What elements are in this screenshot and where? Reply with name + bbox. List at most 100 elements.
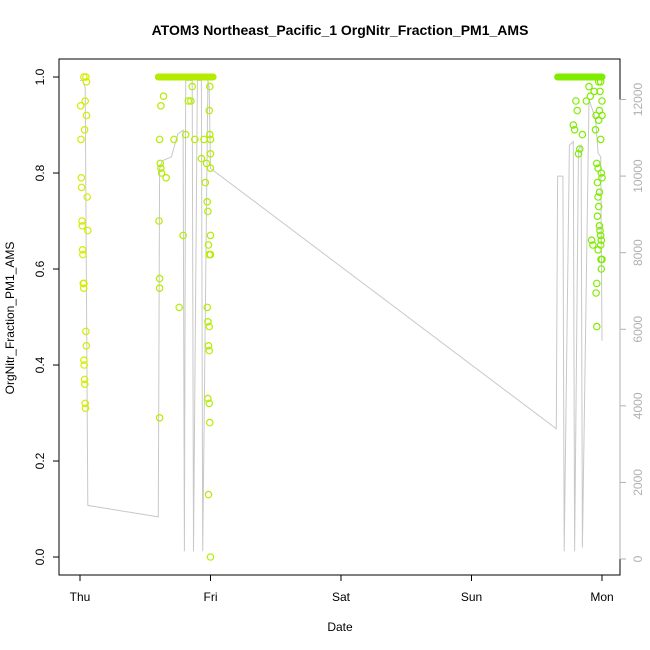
- data-point: [204, 207, 212, 216]
- data-point: [202, 159, 211, 168]
- plot-frame: [58, 58, 621, 576]
- data-point: [179, 231, 187, 240]
- y-axis-right: 0 2000 4000 6000 8000 10000 12000: [619, 82, 645, 562]
- data-point: [83, 193, 92, 201]
- data-point: [597, 236, 606, 245]
- data-point: [77, 183, 86, 192]
- data-point: [79, 250, 87, 259]
- data-point: [585, 82, 593, 91]
- data-point: [162, 174, 170, 182]
- data-point: [573, 106, 582, 115]
- data-point: [191, 135, 199, 144]
- x-tick-label: Mon: [590, 590, 613, 604]
- data-point: [157, 164, 165, 173]
- data-point: [594, 246, 602, 254]
- data-point: [203, 303, 212, 312]
- y-axis-left: 0.0 0.2 0.4 0.6 0.8 1.0: [33, 68, 60, 565]
- chart-title: ATOM3 Northeast_Pacific_1 OrgNitr_Fracti…: [152, 22, 529, 38]
- data-point: [82, 327, 90, 336]
- data-point: [188, 82, 197, 91]
- data-point: [587, 236, 596, 245]
- data-point: [184, 97, 193, 105]
- data-point: [570, 126, 579, 134]
- data-point: [592, 279, 601, 288]
- y-left-tick-label: 0.2: [33, 452, 47, 469]
- data-point: [586, 92, 595, 101]
- points-layer: [76, 73, 606, 561]
- data-point: [575, 145, 584, 153]
- data-point: [155, 413, 164, 422]
- data-point: [157, 169, 166, 177]
- data-point: [203, 198, 212, 206]
- data-point: [206, 82, 214, 91]
- data-point: [155, 284, 164, 293]
- data-point: [204, 317, 212, 326]
- altitude-line: [80, 79, 603, 552]
- data-point: [77, 174, 86, 182]
- data-point: [598, 255, 606, 264]
- x-tick-label: Sat: [332, 590, 351, 604]
- data-point: [205, 322, 214, 331]
- data-point: [574, 150, 583, 158]
- data-point: [201, 178, 210, 187]
- data-point: [594, 78, 603, 86]
- x-tick-label: Sun: [461, 590, 482, 604]
- data-point: [204, 490, 213, 499]
- data-point: [156, 159, 165, 168]
- data-point: [597, 265, 606, 273]
- data-point: [592, 289, 600, 297]
- data-point: [572, 97, 580, 105]
- data-point: [206, 231, 215, 240]
- y-right-tick-label: 12000: [631, 82, 645, 116]
- data-point: [78, 222, 87, 230]
- data-point: [206, 135, 215, 144]
- data-point: [595, 188, 604, 197]
- data-point: [82, 341, 91, 350]
- y-left-tick-label: 1.0: [33, 68, 47, 85]
- data-point: [593, 178, 602, 187]
- data-point: [598, 97, 606, 105]
- data-point: [590, 87, 599, 96]
- data-point: [205, 399, 214, 408]
- data-point: [596, 87, 604, 96]
- x-tick-label: Fri: [204, 590, 218, 604]
- data-point: [598, 111, 606, 120]
- data-point: [206, 553, 215, 561]
- data-point: [569, 121, 578, 129]
- data-point: [170, 135, 178, 144]
- data-point: [598, 174, 606, 182]
- data-point: [80, 279, 88, 288]
- y-axis-label: OrgNitr_Fraction_PM1_AMS: [3, 242, 17, 395]
- y-left-tick-label: 0.8: [33, 164, 47, 181]
- y-right-tick-label: 6000: [631, 316, 645, 343]
- data-point: [206, 150, 215, 158]
- data-point: [197, 154, 206, 163]
- data-point: [204, 241, 213, 249]
- data-point: [80, 375, 89, 384]
- x-axis: Thu Fri Sat Sun Mon: [70, 574, 614, 604]
- data-point: [594, 193, 602, 201]
- data-point: [84, 226, 92, 235]
- y-right-tick-label: 4000: [631, 392, 645, 419]
- data-point: [206, 250, 215, 259]
- data-point: [81, 97, 90, 105]
- y-right-tick-label: 10000: [631, 159, 645, 193]
- data-point: [582, 97, 591, 105]
- data-point: [175, 303, 184, 312]
- data-point: [596, 231, 605, 240]
- data-point: [155, 217, 163, 225]
- data-point: [596, 135, 605, 144]
- data-point: [591, 126, 600, 134]
- x-tick-label: Thu: [70, 590, 91, 604]
- altitude-layer: [80, 79, 603, 552]
- data-point: [592, 322, 601, 331]
- y-right-tick-label: 2000: [631, 469, 645, 496]
- data-point: [596, 226, 604, 235]
- data-point: [187, 97, 195, 105]
- data-point: [206, 164, 215, 173]
- data-point: [79, 284, 88, 293]
- data-point: [76, 102, 85, 110]
- y-right-tick-label: 0: [631, 555, 645, 562]
- data-point: [206, 130, 214, 139]
